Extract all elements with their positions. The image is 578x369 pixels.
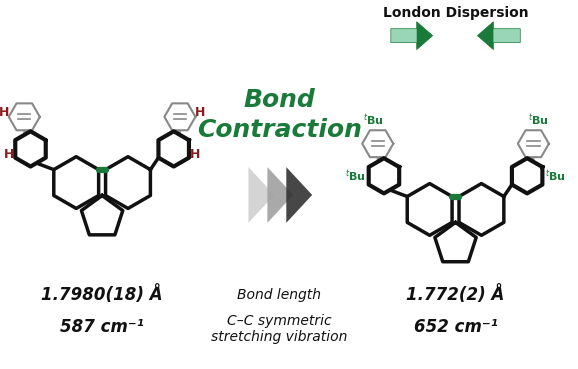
Text: $^t$Bu: $^t$Bu xyxy=(545,168,566,184)
Text: 652 cm⁻¹: 652 cm⁻¹ xyxy=(414,318,498,337)
Polygon shape xyxy=(477,22,520,49)
Text: Bond length: Bond length xyxy=(238,287,321,301)
Polygon shape xyxy=(417,22,433,49)
Polygon shape xyxy=(286,167,312,223)
Text: H: H xyxy=(0,106,9,119)
Text: Contraction: Contraction xyxy=(197,118,362,142)
Text: H: H xyxy=(4,148,14,161)
Text: 1.772(2) Å: 1.772(2) Å xyxy=(406,285,505,304)
Text: London Dispersion: London Dispersion xyxy=(383,6,528,20)
Text: Bond: Bond xyxy=(243,88,315,113)
Text: H: H xyxy=(190,148,200,161)
Text: 587 cm⁻¹: 587 cm⁻¹ xyxy=(60,318,144,337)
Text: H: H xyxy=(195,106,205,119)
Text: $^t$Bu: $^t$Bu xyxy=(528,113,549,128)
Polygon shape xyxy=(477,22,494,49)
Polygon shape xyxy=(268,167,293,223)
Polygon shape xyxy=(249,167,275,223)
Polygon shape xyxy=(391,22,433,49)
Text: C–C symmetric
stretching vibration: C–C symmetric stretching vibration xyxy=(211,314,347,344)
Text: 1.7980(18) Å: 1.7980(18) Å xyxy=(41,285,163,304)
Text: $^t$Bu: $^t$Bu xyxy=(345,168,366,184)
Text: $^t$Bu: $^t$Bu xyxy=(362,113,384,128)
